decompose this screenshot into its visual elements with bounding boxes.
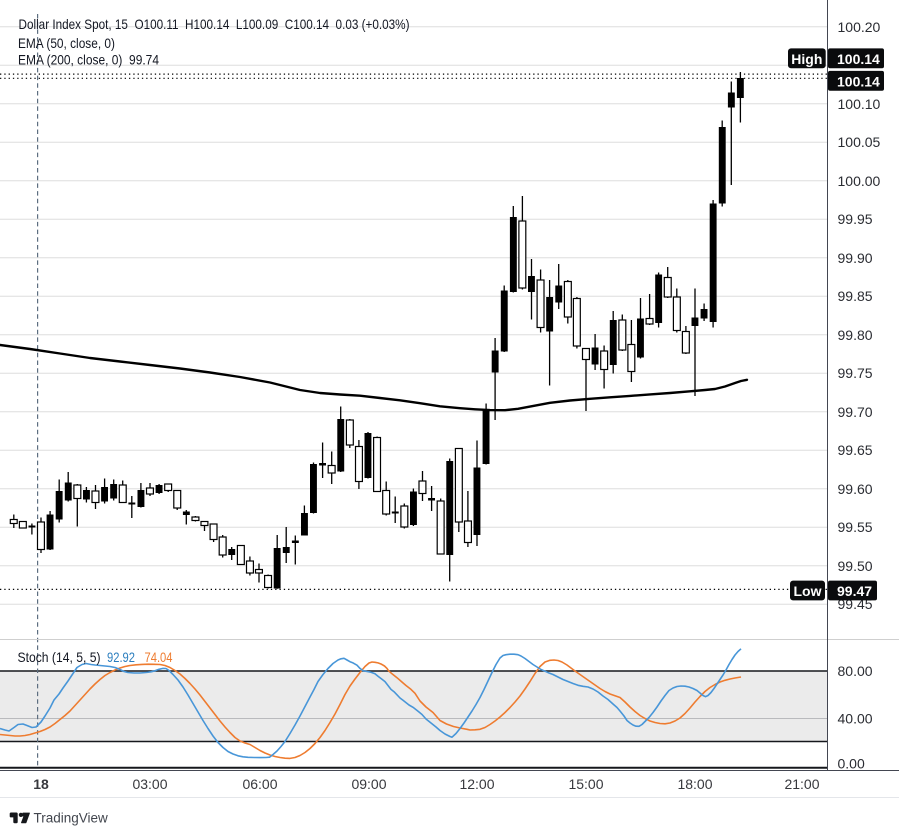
svg-text:92.92: 92.92 [107, 649, 135, 665]
svg-text:99.95: 99.95 [838, 211, 873, 227]
svg-text:40.00: 40.00 [838, 711, 873, 727]
svg-text:99.90: 99.90 [838, 250, 873, 266]
svg-text:99.65: 99.65 [838, 442, 873, 458]
svg-text:12:00: 12:00 [459, 776, 494, 792]
svg-text:99.60: 99.60 [838, 481, 873, 497]
svg-text:74.04: 74.04 [145, 649, 173, 665]
svg-text:03:00: 03:00 [132, 776, 167, 792]
svg-text:0.00: 0.00 [838, 756, 865, 772]
svg-text:100.20: 100.20 [838, 19, 881, 35]
svg-text:100.14: 100.14 [837, 51, 880, 67]
svg-text:99.50: 99.50 [838, 558, 873, 574]
svg-text:09:00: 09:00 [351, 776, 386, 792]
svg-text:06:00: 06:00 [242, 776, 277, 792]
svg-text:99.70: 99.70 [838, 404, 873, 420]
svg-text:99.80: 99.80 [838, 327, 873, 343]
svg-text:100.00: 100.00 [838, 173, 881, 189]
svg-text:99.47: 99.47 [837, 583, 872, 599]
svg-text:80.00: 80.00 [838, 663, 873, 679]
svg-text:15:00: 15:00 [568, 776, 603, 792]
svg-text:100.14: 100.14 [837, 73, 880, 89]
svg-text:99.75: 99.75 [838, 365, 873, 381]
svg-text:100.05: 100.05 [838, 134, 881, 150]
svg-text:EMA (200, close, 0) 99.74: EMA (200, close, 0) 99.74 [18, 52, 159, 68]
svg-text:TradingView: TradingView [34, 811, 109, 826]
svg-text:100.10: 100.10 [838, 96, 881, 112]
svg-text:18: 18 [33, 776, 49, 792]
svg-text:High: High [791, 51, 822, 67]
svg-text:Low: Low [794, 583, 822, 599]
svg-text:18:00: 18:00 [677, 776, 712, 792]
svg-text:99.55: 99.55 [838, 519, 873, 535]
svg-text:Stoch (14, 5, 5): Stoch (14, 5, 5) [18, 649, 101, 665]
svg-text:EMA (50, close, 0): EMA (50, close, 0) [18, 35, 115, 51]
svg-text:Dollar Index Spot, 15 O100.11: Dollar Index Spot, 15 O100.11 H100.14 L1… [19, 16, 410, 32]
svg-text:21:00: 21:00 [784, 776, 819, 792]
svg-text:99.85: 99.85 [838, 288, 873, 304]
